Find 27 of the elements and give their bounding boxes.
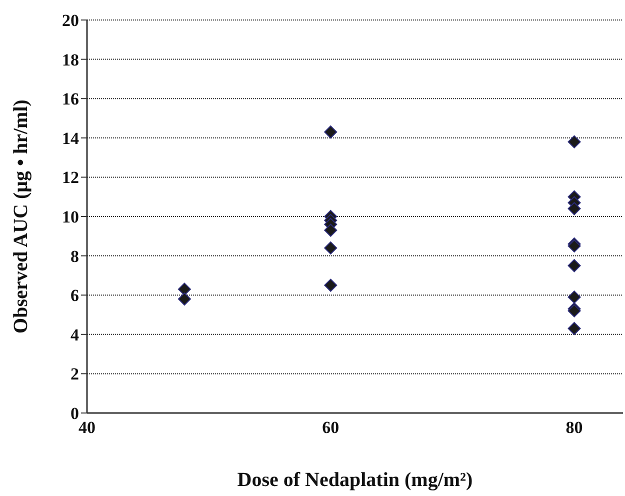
point [568,259,581,272]
y-tick-label: 20 [62,11,79,30]
y-tick-label: 8 [70,246,79,266]
point [568,290,581,304]
y-axis-title: Observed AUC (μg • hr/ml) [10,100,32,334]
x-axis-title: Dose of Nedaplatin (mg/m²) [237,469,473,491]
point [178,282,191,296]
y-tick-label: 18 [62,50,79,70]
point [324,278,338,292]
point [324,224,338,237]
y-tick-label: 6 [70,286,79,306]
y-tick-label: 14 [62,128,80,148]
point [178,292,191,306]
y-tick-label: 2 [70,364,79,384]
x-tick-label: 40 [78,418,96,438]
point [568,322,581,336]
point [568,202,581,216]
y-tick-label: 12 [62,168,79,188]
y-tick-label: 4 [70,325,80,344]
point [568,135,581,148]
x-tick-label: 60 [322,418,340,438]
y-tick-label: 16 [62,90,79,109]
y-tick-label: 0 [70,404,79,424]
y-tick-label: 10 [62,208,79,227]
point [324,126,338,139]
point [324,241,338,254]
x-tick-label: 80 [566,418,583,438]
